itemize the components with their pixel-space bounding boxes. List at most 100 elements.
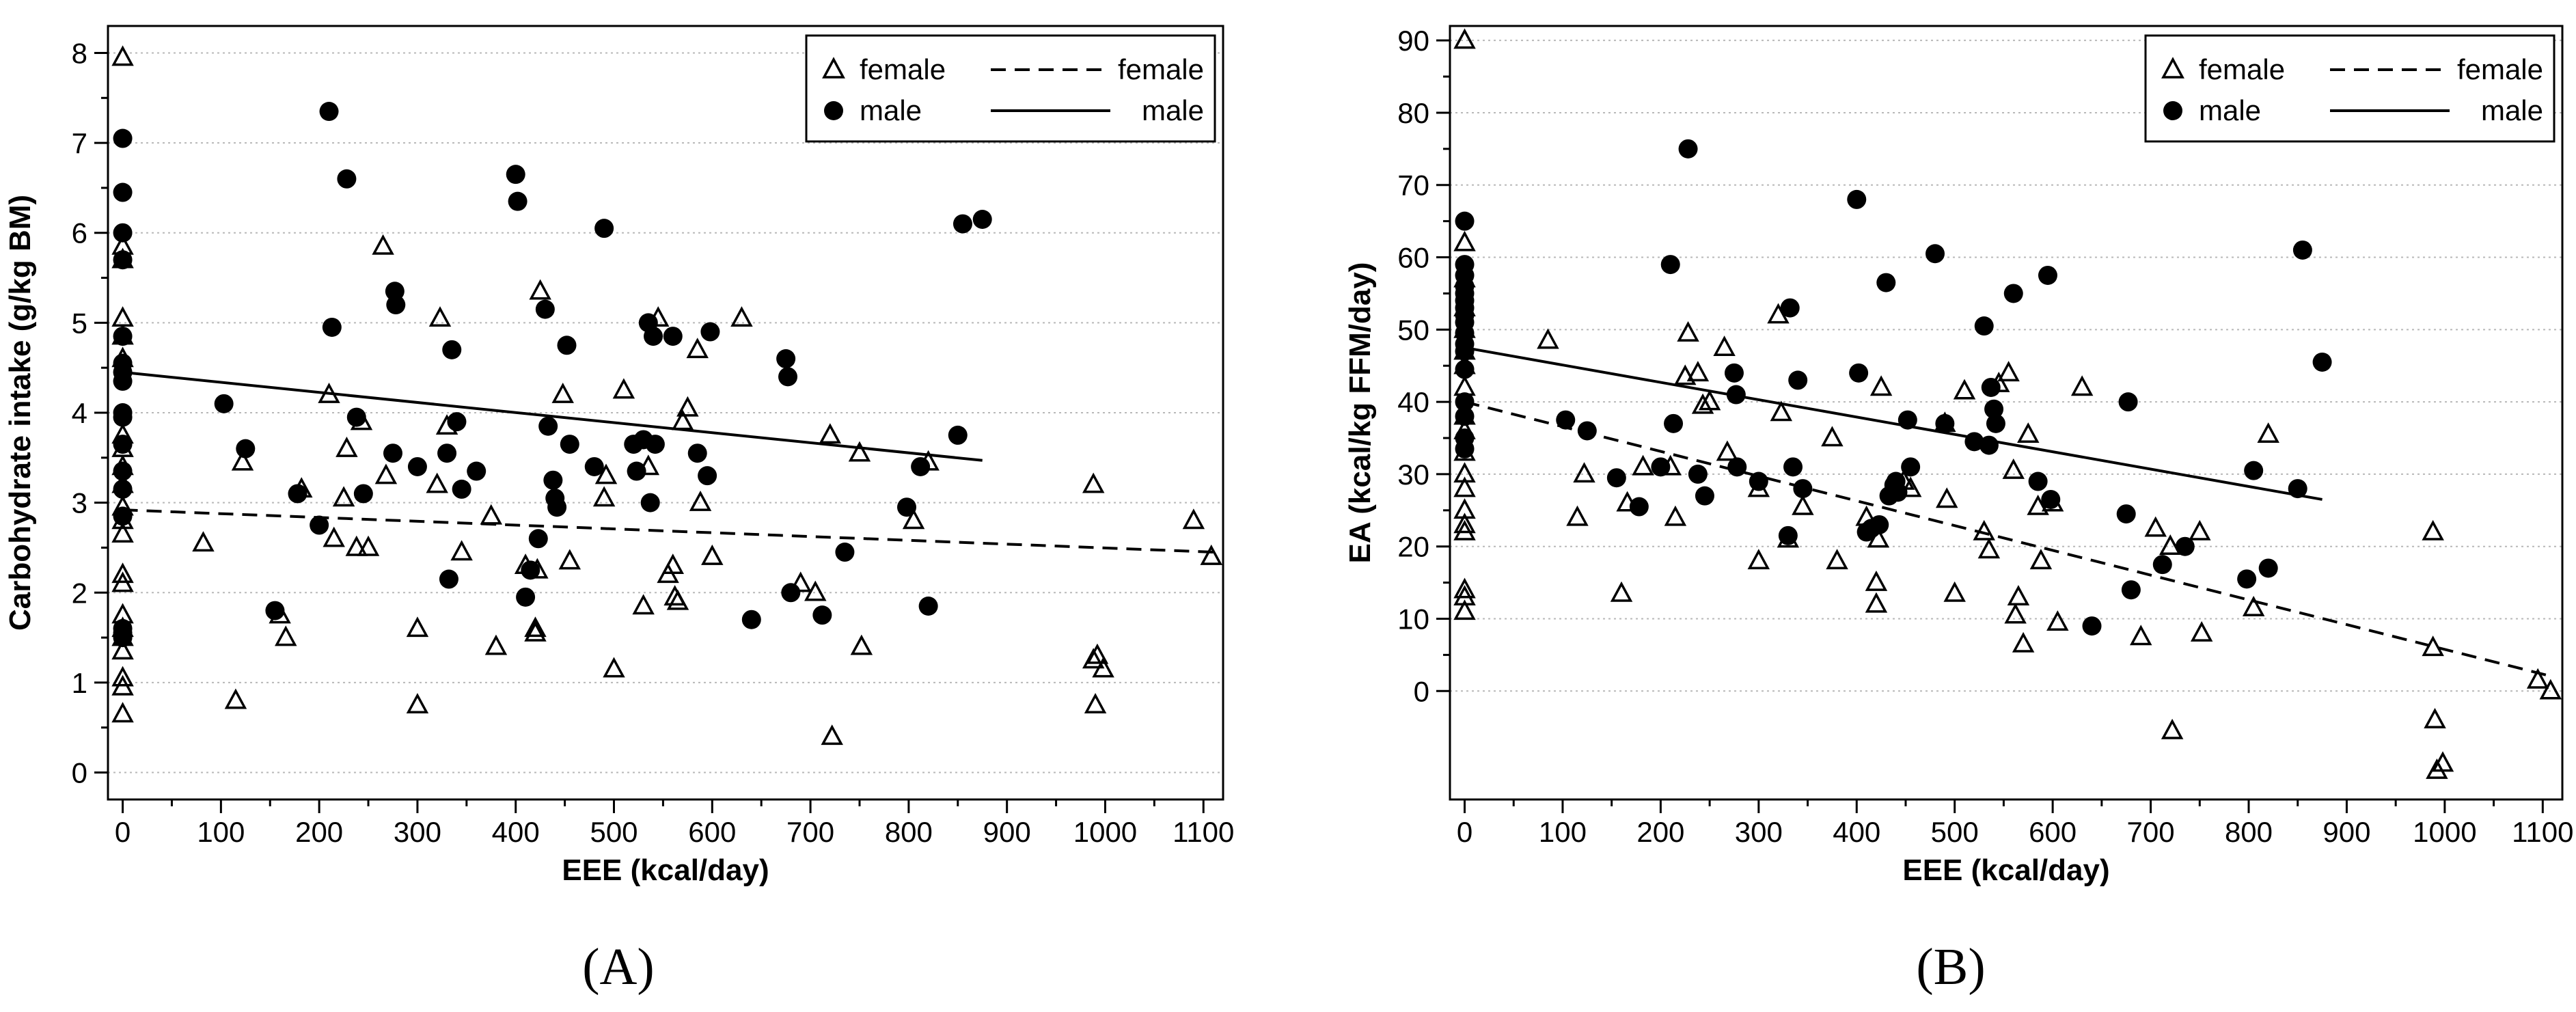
male-point — [953, 214, 972, 234]
female-point — [902, 508, 925, 530]
female-point — [848, 441, 871, 462]
x-tick-label: 700 — [786, 816, 834, 848]
female-point — [730, 306, 753, 327]
female-point — [671, 409, 694, 430]
male-point — [1901, 457, 1921, 477]
female-point — [2424, 707, 2446, 728]
male-point — [113, 407, 133, 427]
male-point — [1981, 377, 2001, 397]
male-point — [113, 327, 133, 346]
legend-female-points-label: female — [860, 53, 946, 85]
female-point — [111, 562, 134, 584]
female-point — [374, 463, 398, 484]
female-point — [529, 279, 551, 300]
y-tick-label: 40 — [1397, 386, 1429, 418]
male-point — [948, 425, 968, 445]
male-point — [2118, 392, 2138, 412]
male-point — [452, 479, 471, 499]
male-point — [835, 543, 855, 562]
male-point — [1788, 370, 1808, 390]
female-point — [1826, 549, 1848, 570]
male-point — [1869, 515, 1889, 534]
female-point — [2144, 516, 2167, 537]
male-point — [2292, 240, 2312, 260]
male-point — [1888, 482, 1908, 502]
male-point — [1577, 421, 1597, 441]
legend-male-line-label: male — [2481, 94, 2543, 126]
x-tick-label: 500 — [1931, 816, 1979, 848]
male-point — [535, 299, 555, 319]
female-point — [551, 383, 574, 403]
female-point — [275, 625, 297, 646]
male-point — [214, 394, 234, 413]
male-point — [516, 587, 536, 607]
panel-label: (A) — [582, 938, 655, 996]
female-point — [111, 522, 134, 543]
male-point — [521, 560, 540, 580]
male-point — [113, 435, 133, 454]
female-point — [594, 463, 618, 484]
legend-female-points-label: female — [2199, 53, 2285, 85]
female-point — [2161, 718, 2184, 739]
female-point — [2129, 625, 2152, 646]
female-point — [1632, 454, 1654, 476]
female-point — [2012, 631, 2035, 653]
male-point — [776, 349, 796, 369]
female-point — [111, 674, 134, 696]
female-point — [1610, 581, 1633, 602]
legend-male-marker — [2163, 101, 2182, 120]
female-point — [1453, 28, 1476, 49]
female-point — [1453, 512, 1476, 534]
male-point — [627, 461, 646, 481]
female-point — [1691, 393, 1714, 414]
female-point — [1453, 476, 1476, 497]
male-point — [1660, 255, 1680, 275]
x-axis-label: EEE (kcal/day) — [562, 853, 769, 887]
male-point — [1986, 413, 2005, 433]
male-point — [319, 102, 339, 122]
male-point — [407, 456, 427, 476]
y-tick-label: 5 — [72, 307, 87, 339]
x-tick-label: 0 — [115, 816, 131, 848]
female-point — [450, 540, 473, 561]
female-point — [1082, 648, 1105, 669]
male-point — [1556, 410, 1576, 430]
male-point — [897, 497, 917, 517]
male-point — [687, 443, 707, 463]
legend-male-line-label: male — [1142, 94, 1204, 126]
male-point — [1849, 363, 1869, 383]
male-point — [1664, 413, 1684, 433]
female-point — [819, 423, 842, 444]
male-point — [1926, 244, 1945, 264]
female-point — [484, 634, 508, 655]
y-tick-label: 0 — [1414, 675, 1429, 707]
y-tick-label: 4 — [72, 397, 87, 429]
legend-female-line-label: female — [1118, 53, 1204, 85]
male-point — [1724, 363, 1744, 383]
female-point — [2257, 422, 2279, 443]
female-point — [1086, 643, 1109, 664]
y-tick-label: 10 — [1397, 603, 1429, 635]
legend-male-points-label: male — [2199, 94, 2261, 126]
female-point — [2002, 458, 2025, 479]
male-point — [467, 461, 487, 481]
female-point — [558, 549, 581, 570]
male-point — [1455, 392, 1475, 412]
panel-label: (B) — [1916, 938, 1985, 996]
female-point — [821, 724, 843, 746]
y-tick-label: 2 — [72, 577, 87, 609]
female-point — [689, 490, 712, 511]
male-point — [439, 569, 458, 589]
male-point — [288, 484, 307, 504]
male-point — [1688, 464, 1708, 484]
x-tick-label: 900 — [983, 816, 1031, 848]
female-point — [2526, 668, 2549, 689]
male-point — [2312, 352, 2332, 372]
y-tick-label: 90 — [1397, 25, 1429, 57]
female-point — [111, 639, 134, 660]
male-point — [2152, 555, 2172, 575]
female-point — [1453, 519, 1476, 541]
female-point — [406, 616, 429, 638]
male-point — [543, 470, 563, 490]
legend-female-line-label: female — [2457, 53, 2543, 85]
